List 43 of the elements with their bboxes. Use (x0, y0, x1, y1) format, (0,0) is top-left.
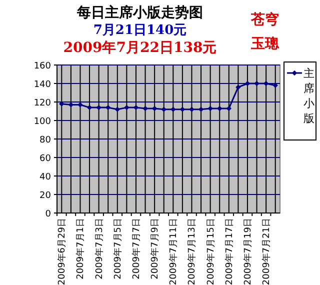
chart-subtitle: 7月21日140元 (93, 23, 187, 38)
point (189, 106, 194, 112)
x-tick-label: 2009年7月7日 (130, 218, 142, 280)
x-tick-label: 2009年7月19日 (242, 218, 254, 285)
legend-label: 主席小版 (304, 67, 314, 125)
y-tick-label: 140 (34, 80, 52, 90)
y-tick-label: 40 (40, 172, 52, 182)
x-tick-label: 2009年7月5日 (112, 218, 124, 280)
point (236, 84, 241, 90)
point (114, 106, 120, 112)
y-tick-label: 20 (40, 191, 52, 201)
x-tick-label: 2009年7月3日 (94, 218, 105, 280)
x-tick-label: 2009年7月11日 (168, 218, 180, 285)
chart-title: 每日主席小版走势图 (76, 4, 203, 21)
y-tick-label: 100 (34, 117, 52, 127)
point (59, 101, 64, 106)
y-tick-label: 120 (34, 98, 52, 108)
point (254, 80, 260, 86)
point (161, 106, 166, 112)
point (208, 106, 213, 112)
text: 玉璁 (250, 36, 280, 52)
x-tick-label: 2009年7月15日 (205, 218, 216, 285)
y-tick-label: 160 (34, 62, 52, 72)
point (170, 106, 176, 112)
x-tick-label: 2009年7月9日 (150, 218, 161, 280)
point (78, 102, 83, 108)
x-tick-label: 2009年6月29日 (56, 218, 68, 285)
point (96, 104, 102, 110)
x-tick-label: 2009年7月21日 (261, 218, 272, 285)
point (272, 82, 278, 88)
point (124, 104, 130, 110)
text: 苍穹 (250, 11, 279, 28)
x-tick-label: 2009年7月1日 (75, 218, 86, 280)
y-tick-label: 0 (45, 210, 52, 220)
y-tick-label: 60 (40, 154, 52, 164)
text: 2009年7月22日138元 (63, 40, 217, 56)
point (106, 104, 111, 110)
x-tick-label: 2009年7月13日 (186, 218, 198, 285)
x-tick-label: 2009年7月17日 (224, 218, 235, 285)
point (142, 106, 148, 112)
point (217, 106, 222, 112)
y-tick-label: 80 (40, 136, 52, 146)
point (226, 106, 232, 112)
